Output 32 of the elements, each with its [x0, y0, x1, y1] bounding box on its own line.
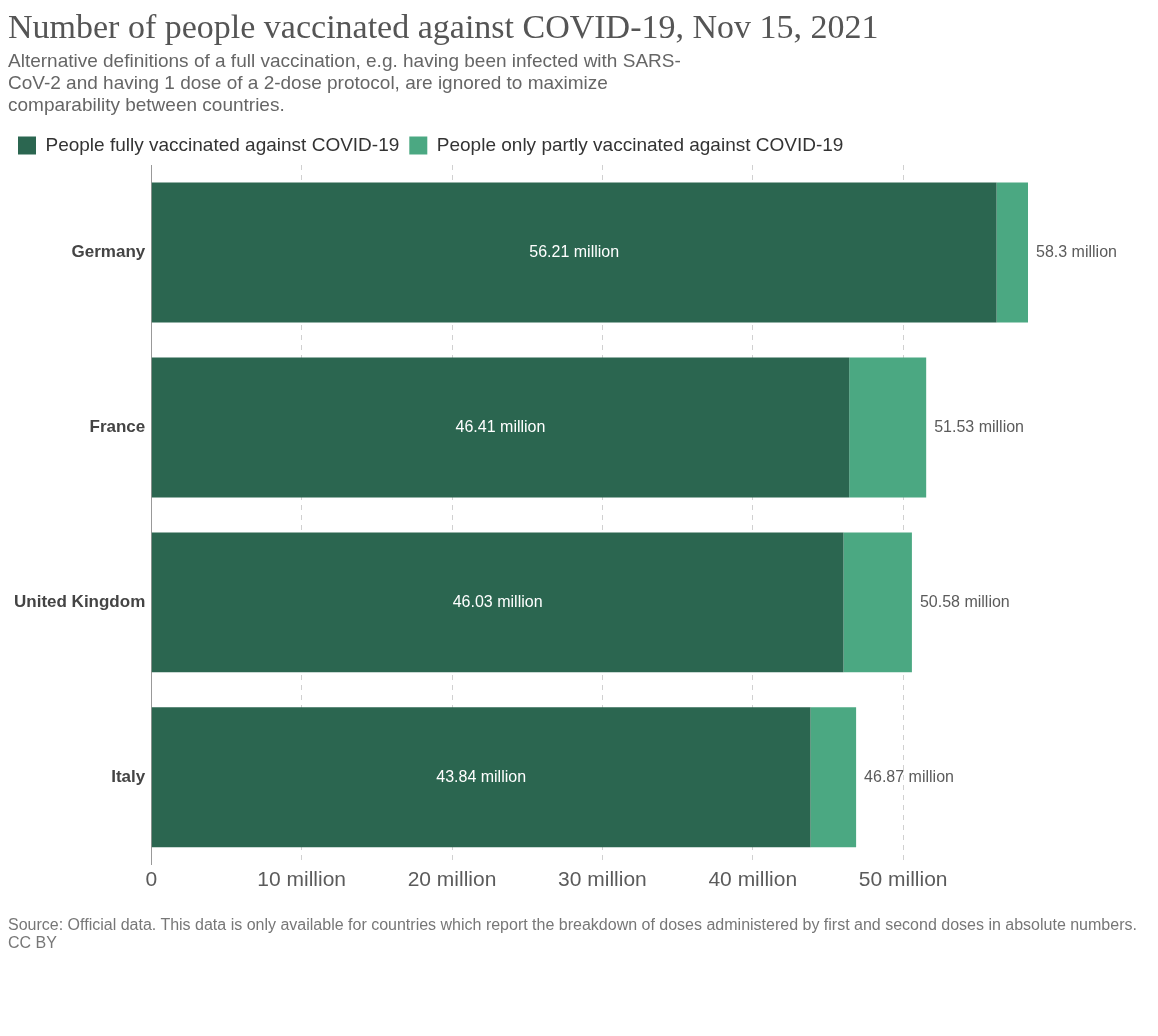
bar	[843, 532, 912, 673]
chart-title: Number of people vaccinated against COVID-19, Nov 15, 2021	[8, 8, 880, 46]
x-tick-label: 50 million	[858, 867, 948, 891]
y-tick-label: Italy	[111, 767, 146, 787]
legend-label: People only partly vaccinated against COVID-19	[436, 133, 844, 155]
x-tick-label: 10 million	[257, 867, 346, 891]
x-tick-label: 0	[145, 867, 158, 891]
y-tick-label: France	[89, 417, 146, 437]
y-tick-label: United Kingdom	[13, 592, 146, 612]
text: CC BY	[8, 934, 58, 952]
bar	[151, 707, 811, 848]
bar	[151, 532, 844, 673]
total-label: 51.53 million	[934, 417, 1025, 435]
x-tick-label: 30 million	[558, 867, 647, 891]
data-label: 56.21 million	[529, 242, 620, 260]
source-note: Source: Official data. This data is only available for countries which report the breakdown of doses administered by first and second doses in absolute numbers.	[8, 916, 1138, 934]
y-tick-label: Germany	[71, 242, 146, 262]
x-tick-label: 40 million	[708, 867, 798, 891]
bar	[849, 357, 927, 498]
chart-subtitle: Alternative definitions of a full vaccination, e.g. having been infected with SARS-CoV-2 and having 1 dose of a 2-dose protocol, are ignored to maximize comparability between countries.	[8, 50, 682, 116]
total-label: 58.3 million	[1036, 242, 1117, 260]
data-label: 43.84 million	[436, 767, 527, 785]
total-label: 50.58 million	[919, 592, 1010, 610]
data-label: 46.41 million	[455, 417, 546, 435]
total-label: 46.87 million	[864, 767, 954, 785]
bar	[810, 707, 857, 848]
bar	[151, 182, 997, 323]
bar	[151, 357, 850, 498]
bar	[996, 182, 1028, 323]
data-label: 46.03 million	[452, 592, 543, 610]
legend-label: People fully vaccinated against COVID-19	[45, 133, 400, 155]
x-tick-label: 20 million	[407, 867, 497, 891]
